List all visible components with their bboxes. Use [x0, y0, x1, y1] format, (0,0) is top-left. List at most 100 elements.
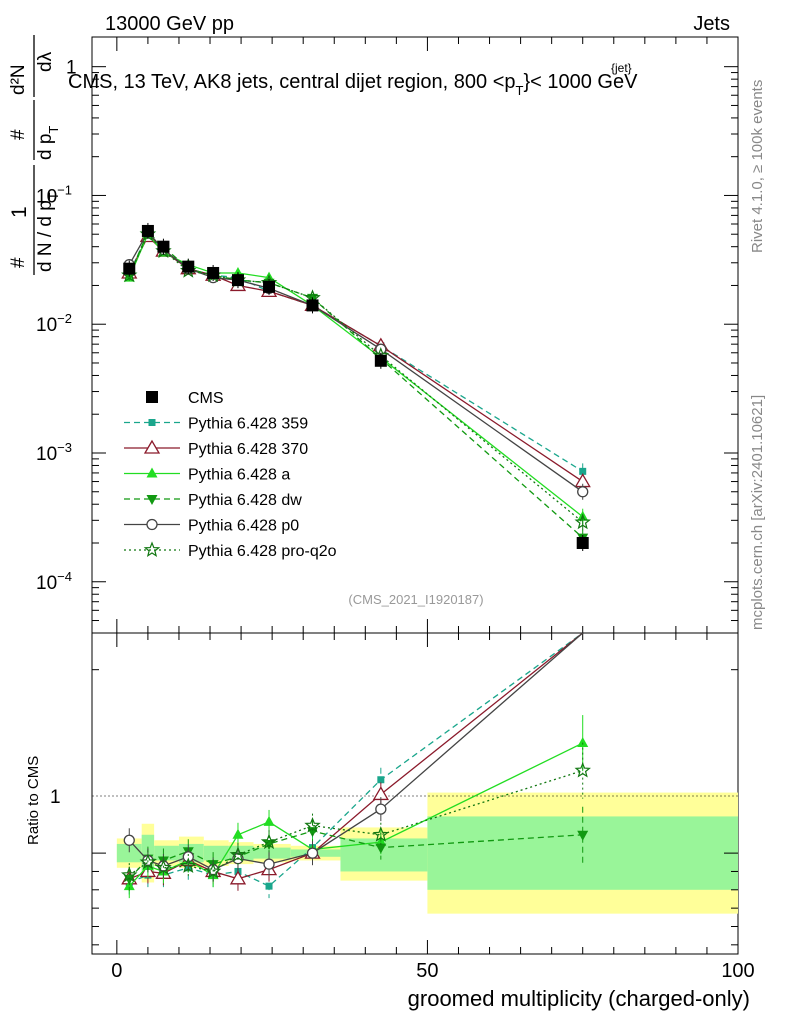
plot-title: CMS, 13 TeV, AK8 jets, central dijet reg…: [68, 71, 638, 98]
ratio-point-pythia-6-428-p0: [263, 858, 275, 870]
ratio-point-pythia-6-428-pro-q2o: [204, 862, 222, 879]
ratio-line-pythia-6-428-a: [128, 742, 583, 887]
ratio-point-pythia-6-428-p0: [375, 803, 387, 815]
legend-label-pythia-6-428-dw: Pythia 6.428 dw: [188, 492, 302, 509]
legend-label-pythia-6-428-370: Pythia 6.428 370: [188, 441, 308, 458]
legend-label-pythia-6-428-pro-q2o: Pythia 6.428 pro-q2o: [188, 543, 337, 560]
y-label-d2n: d²N: [8, 64, 29, 95]
x-tick-label: 0: [111, 960, 122, 982]
series-line-pythia-6-428-dw: [128, 230, 584, 539]
main-ytick-labels: 1 10−1 10−2 10−3 10−4: [36, 58, 77, 594]
main-ytick-label: 10−1: [36, 182, 72, 207]
main-ytick-label: 10−3: [36, 440, 72, 465]
ratio-point-pythia-6-428-dw: [307, 827, 319, 838]
legend-entry-pythia-6-428-p0: Pythia 6.428 p0: [124, 518, 299, 535]
legend-entry-pythia-6-428-dw: Pythia 6.428 dw: [124, 492, 302, 509]
y-label-hash-left: #: [8, 257, 29, 268]
data-point-cms: [263, 280, 276, 293]
legend-label-pythia-6-428-359: Pythia 6.428 359: [188, 416, 308, 433]
ratio-point-pythia-6-428-p0: [306, 847, 319, 859]
data-point-pythia-6-428-p0: [577, 486, 589, 498]
x-axis-label: groomed multiplicity (charged-only): [408, 986, 750, 1011]
ratio-point-pythia-6-428-pro-q2o: [155, 859, 172, 875]
ratio-point-pythia-6-428-dw: [577, 830, 589, 841]
rivet-version: Rivet 4.1.0, ≥ 100k events: [749, 80, 766, 253]
series-line-pythia-6-428-pro-q2o: [128, 233, 584, 523]
main-series-group: [121, 222, 592, 551]
ratio-ylabel: Ratio to CMS: [25, 756, 42, 845]
legend-label-cms: CMS: [188, 390, 224, 407]
main-ytick-label: 1: [66, 58, 77, 79]
axes: [92, 37, 739, 954]
series-line-pythia-6-428-p0: [128, 230, 584, 493]
ratio-point-pythia-6-428-pro-q2o: [121, 866, 138, 883]
ratio-point-pythia-6-428-p0: [182, 851, 194, 863]
ratio-series-group: [93, 631, 737, 899]
ratio-point-pythia-6-428-370: [229, 870, 247, 885]
ratio-point-pythia-6-428-359: [377, 776, 385, 784]
legend-label-pythia-6-428-p0: Pythia 6.428 p0: [188, 518, 299, 535]
data-point-pythia-6-428-359: [579, 467, 587, 475]
data-point-cms: [182, 260, 195, 273]
ratio-top-edge: [93, 631, 737, 632]
ratio-band-inner: [116, 843, 142, 863]
legend-marker-pythia-6-428-dw: [146, 495, 158, 505]
x-tick-label: 50: [416, 960, 438, 982]
ratio-point-pythia-6-428-pro-q2o: [304, 816, 321, 833]
data-point-cms: [306, 299, 319, 312]
plot-title-superscript: {jet}: [611, 61, 632, 75]
ratio-point-pythia-6-428-pro-q2o: [260, 833, 278, 850]
ratio-point-pythia-6-428-p0: [123, 834, 135, 846]
legend-marker-pythia-6-428-pro-q2o: [143, 541, 161, 558]
ratio-point-pythia-6-428-pro-q2o: [180, 857, 197, 873]
series-line-pythia-6-428-a: [128, 232, 584, 518]
ratio-series-pythia-6-428-pro-q2o: [121, 742, 591, 888]
ratio-point-pythia-6-428-a: [123, 880, 135, 891]
y-axis-label: # 1 d N / d pT # d pT d²N dλ: [8, 35, 61, 275]
legend-entry-pythia-6-428-370: Pythia 6.428 370: [124, 439, 308, 458]
data-point-cms: [141, 224, 154, 237]
ratio-ytick-label-1: 1: [50, 787, 61, 808]
ratio-point-pythia-6-428-dw: [375, 843, 387, 854]
header-category: Jets: [693, 13, 730, 35]
x-tick-labels: 0 50 100: [111, 960, 754, 982]
ratio-line-pythia-6-428-370: [129, 632, 584, 880]
main-ytick-label: 10−2: [36, 311, 72, 336]
data-point-cms: [374, 354, 387, 367]
ratio-band-inner: [203, 845, 229, 861]
y-label-hash-mid: #: [8, 129, 29, 140]
analysis-watermark: (CMS_2021_I1920187): [348, 592, 483, 607]
legend-entry-cms: CMS: [146, 390, 224, 407]
ratio-point-pythia-6-428-a: [232, 828, 244, 839]
y-label-dn-dpt: d N / d pT: [35, 192, 61, 272]
ratio-band-inner: [253, 847, 291, 859]
y-label-dlambda: dλ: [35, 51, 56, 72]
ratio-point-pythia-6-428-pro-q2o: [574, 761, 591, 778]
legend-label-pythia-6-428-a: Pythia 6.428 a: [188, 467, 290, 484]
y-label-one: 1: [8, 206, 31, 218]
mcplots-credit: mcplots.cern.ch [arXiv:2401.10621]: [749, 395, 766, 630]
ratio-line-pythia-6-428-359: [129, 632, 584, 887]
ratio-point-pythia-6-428-pro-q2o: [229, 846, 247, 862]
legend-marker-pythia-6-428-370: [143, 439, 161, 454]
legend-entry-pythia-6-428-a: Pythia 6.428 a: [124, 467, 290, 484]
legend: CMS Pythia 6.428 359 Pythia 6.428 370 Pythi…: [124, 390, 337, 560]
legend-marker-pythia-6-428-a: [146, 467, 158, 478]
legend-marker-cms: [146, 391, 158, 403]
data-point-cms: [576, 536, 589, 549]
legend-entry-pythia-6-428-359: Pythia 6.428 359: [124, 416, 308, 433]
data-point-cms: [123, 262, 136, 275]
data-point-pythia-6-428-pro-q2o: [574, 513, 592, 530]
ratio-point-pythia-6-428-a: [263, 815, 275, 826]
series-cms: [123, 222, 589, 551]
ratio-uncertainty-bands: [116, 792, 738, 914]
ratio-point-pythia-6-428-pro-q2o: [372, 826, 390, 842]
data-point-cms: [157, 240, 170, 253]
legend-entry-pythia-6-428-pro-q2o: Pythia 6.428 pro-q2o: [124, 541, 337, 560]
data-point-cms: [207, 266, 220, 279]
ratio-point-pythia-6-428-359: [265, 882, 273, 890]
main-ytick-label: 10−4: [36, 569, 72, 594]
x-tick-label: 100: [721, 960, 754, 982]
ratio-line-pythia-6-428-p0: [128, 632, 584, 871]
